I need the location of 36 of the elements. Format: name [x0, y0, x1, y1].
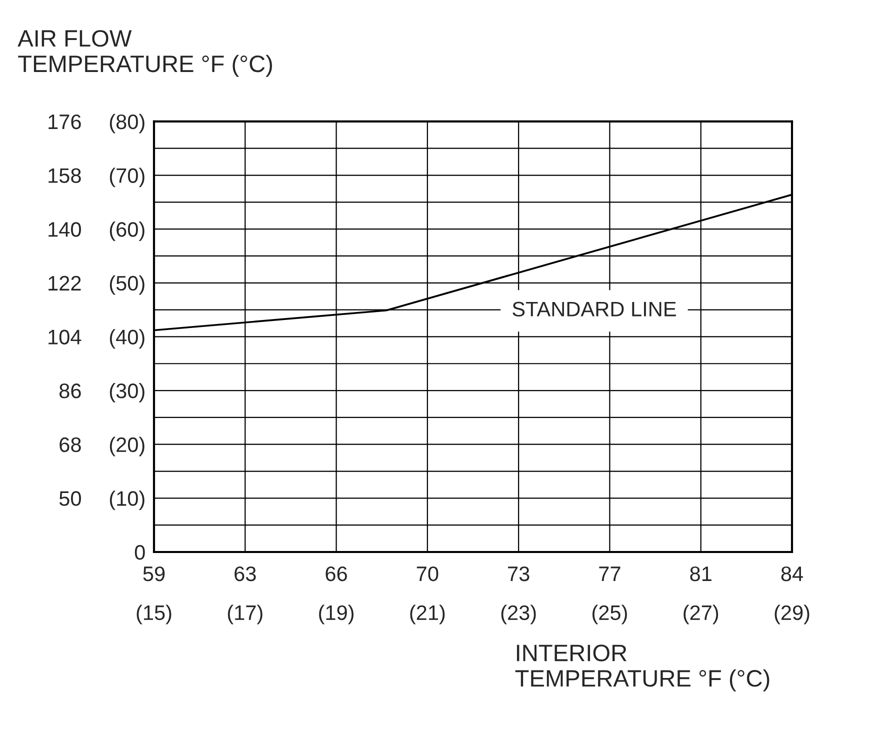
y2-tick-label: 50	[59, 491, 81, 506]
y-tick-label: (40)	[110, 329, 144, 349]
x2-tick-label: 59	[143, 566, 165, 582]
y-tick-label: (10)	[110, 490, 144, 510]
series-label: STANDARD LINE	[512, 302, 676, 316]
y-tick-label: (70)	[110, 168, 144, 188]
y-tick-label: (20)	[110, 436, 144, 456]
y-tick-label: (80)	[110, 114, 144, 134]
x2-tick-label: 70	[416, 566, 438, 582]
y2-tick-label: 104	[48, 330, 82, 344]
x2-tick-label: 66	[326, 566, 347, 582]
y2-tick-label: 68	[60, 437, 81, 452]
y-tick-label: (50)	[110, 275, 144, 295]
y-axis-title: AIR FLOW TEMPERATURE °F (°C)	[18, 30, 272, 77]
x2-tick-label: 63	[234, 566, 256, 582]
x-tick-label: (21)	[410, 604, 445, 624]
x2-tick-label: 81	[690, 566, 712, 582]
y2-tick-label: 122	[48, 276, 81, 290]
y2-tick-label: 176	[48, 114, 81, 130]
x-tick-label: (17)	[228, 604, 262, 624]
y2-tick-label: 140	[48, 222, 81, 237]
x-tick-label: (15)	[136, 604, 172, 624]
y2-tick-label: 86	[60, 384, 81, 398]
x2-tick-label: 73	[508, 566, 530, 582]
y-tick-label: 0	[134, 545, 145, 560]
x2-tick-label: 77	[599, 566, 620, 581]
x-tick-label: (25)	[592, 604, 627, 624]
y2-tick-label: 158	[48, 168, 81, 184]
x-tick-label: (23)	[501, 604, 536, 624]
x-axis-title: INTERIOR TEMPERATURE °F (°C)	[515, 644, 770, 692]
y-tick-label: (60)	[110, 222, 144, 241]
x2-tick-label: 84	[781, 566, 803, 582]
x-tick-label: (19)	[319, 604, 354, 624]
x-tick-label: (29)	[774, 604, 810, 624]
x-tick-label: (27)	[684, 604, 718, 624]
y-tick-label: (30)	[110, 382, 144, 402]
